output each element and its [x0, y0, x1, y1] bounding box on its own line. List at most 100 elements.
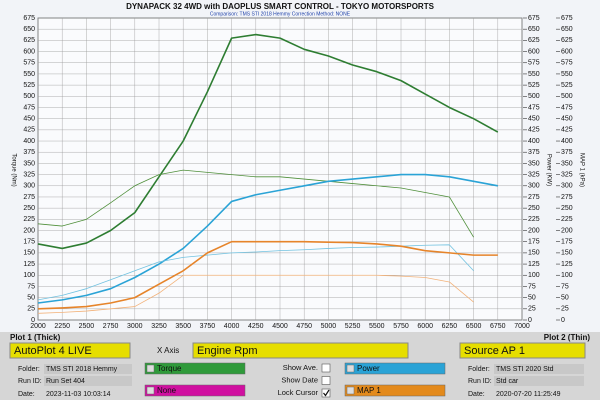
- y2-tick-label: 550: [528, 71, 540, 78]
- option-label[interactable]: Show Date: [281, 375, 318, 384]
- y3-tick-label: 75: [561, 283, 569, 290]
- y2-tick-label: 375: [528, 149, 540, 156]
- y-tick-label: 0: [31, 317, 35, 324]
- y3-tick-label: 50: [561, 294, 569, 301]
- channel-field[interactable]: [144, 362, 246, 375]
- y3-tick-label: 675: [561, 15, 573, 22]
- y3-tick-label: 100: [561, 272, 573, 279]
- y3-tick-label: 475: [561, 104, 573, 111]
- plot1-label: Plot 1 (Thick): [10, 333, 61, 342]
- folder: TMS STI 2020 Std: [496, 366, 554, 373]
- y-tick-label: 375: [23, 149, 35, 156]
- channel-label[interactable]: MAP 1: [357, 386, 381, 395]
- y2-tick-label: 675: [528, 15, 540, 22]
- y2-tick-label: 325: [528, 171, 540, 178]
- channel-field[interactable]: [344, 362, 446, 375]
- x-tick-label: 6250: [442, 323, 458, 330]
- y3-tick-label: 350: [561, 160, 573, 167]
- x-tick-label: 3500: [175, 323, 191, 330]
- plot1-source[interactable]: AutoPlot 4 LIVE: [14, 345, 92, 357]
- date-label: Date:: [468, 391, 485, 398]
- x-tick-label: 4500: [272, 323, 288, 330]
- y3-tick-label: 325: [561, 171, 573, 178]
- x-axis-field[interactable]: [192, 342, 409, 359]
- y2-tick-label: 150: [528, 250, 540, 257]
- x-tick-label: 6000: [417, 323, 433, 330]
- y2-tick-label: 400: [528, 138, 540, 145]
- y-tick-label: 325: [23, 171, 35, 178]
- channel-icon[interactable]: [346, 386, 355, 395]
- panel-controls: Torque Power None MAP 1 Show Ave. Show Date Lo…: [144, 362, 446, 398]
- date-label: Date:: [18, 391, 35, 398]
- channel-label[interactable]: Power: [357, 364, 380, 373]
- y-tick-label: 425: [23, 127, 35, 134]
- plot2-label: Plot 2 (Thin): [544, 333, 591, 342]
- folder-label: Folder:: [468, 366, 490, 373]
- y3-tick-label: 150: [561, 250, 573, 257]
- x-tick-label: 2000: [30, 323, 46, 330]
- x-tick-label: 4750: [296, 323, 312, 330]
- y2-tick-label: 425: [528, 127, 540, 134]
- chart-title: DYNAPACK 32 4WD with DAOPLUS SMART CONTR…: [126, 2, 435, 11]
- y2-tick-label: 575: [528, 60, 540, 67]
- channel-label[interactable]: None: [157, 386, 177, 395]
- checkbox[interactable]: [321, 363, 331, 373]
- channel-label[interactable]: Torque: [157, 364, 182, 373]
- y3-tick-label: 550: [561, 71, 573, 78]
- y3-tick-label: 225: [561, 216, 573, 223]
- x-tick-label: 5750: [393, 323, 409, 330]
- x-tick-label: 3000: [127, 323, 143, 330]
- y-tick-label: 350: [23, 160, 35, 167]
- y2-tick-label: 650: [528, 26, 540, 33]
- folder: TMS STI 2018 Hemmy: [46, 366, 118, 373]
- field-box: [494, 376, 584, 386]
- y2-axis-label: Power (KW): [545, 154, 551, 186]
- y2-tick-label: 25: [528, 306, 536, 313]
- plot2-source-field[interactable]: [459, 342, 586, 359]
- y3-tick-label: 625: [561, 37, 573, 44]
- x-tick-label: 2500: [79, 323, 95, 330]
- y-tick-label: 650: [23, 26, 35, 33]
- y-tick-label: 300: [23, 183, 35, 190]
- x-tick-label: 4000: [224, 323, 240, 330]
- option-label[interactable]: Show Ave.: [283, 363, 318, 372]
- option-label[interactable]: Lock Cursor: [278, 388, 319, 397]
- checkbox[interactable]: [321, 376, 331, 385]
- plot1-source-field[interactable]: [9, 342, 131, 359]
- channel-field[interactable]: [344, 384, 446, 397]
- channel-icon[interactable]: [346, 364, 355, 373]
- y3-tick-label: 175: [561, 239, 573, 246]
- run: Run Set 404: [46, 378, 85, 385]
- y-tick-label: 225: [23, 216, 35, 223]
- y2-tick-label: 275: [528, 194, 540, 201]
- channel-field[interactable]: [144, 384, 246, 397]
- x-tick-label: 2750: [103, 323, 119, 330]
- checkmark[interactable]: [323, 389, 330, 397]
- checkbox[interactable]: [321, 388, 331, 398]
- x-tick-label: 6750: [490, 323, 506, 330]
- y2-tick-label: 450: [528, 116, 540, 123]
- y2-tick-label: 175: [528, 239, 540, 246]
- y2-tick-label: 600: [528, 48, 540, 55]
- y2-tick-label: 625: [528, 37, 540, 44]
- channel-icon[interactable]: [146, 364, 155, 373]
- channel-icon[interactable]: [146, 386, 155, 395]
- x-tick-label: 2250: [54, 323, 70, 330]
- y-tick-label: 500: [23, 93, 35, 100]
- x-axis-value[interactable]: Engine Rpm: [197, 345, 258, 357]
- x-tick-label: 4250: [248, 323, 264, 330]
- x-tick-label: 5250: [345, 323, 361, 330]
- plot2-source[interactable]: Source AP 1: [464, 345, 525, 357]
- y-tick-label: 400: [23, 138, 35, 145]
- y-tick-label: 175: [23, 239, 35, 246]
- y-tick-label: 250: [23, 205, 35, 212]
- x-tick-label: 3750: [200, 323, 216, 330]
- y3-tick-label: 400: [561, 138, 573, 145]
- y2-tick-label: 225: [528, 216, 540, 223]
- y-axis-label: Torque (Nm): [10, 153, 16, 186]
- series-line: [37, 173, 498, 304]
- run: Std car: [496, 378, 519, 385]
- y3-axis-label: MAP 1 (kPa): [578, 153, 584, 187]
- x-axis-label: X Axis: [157, 346, 179, 355]
